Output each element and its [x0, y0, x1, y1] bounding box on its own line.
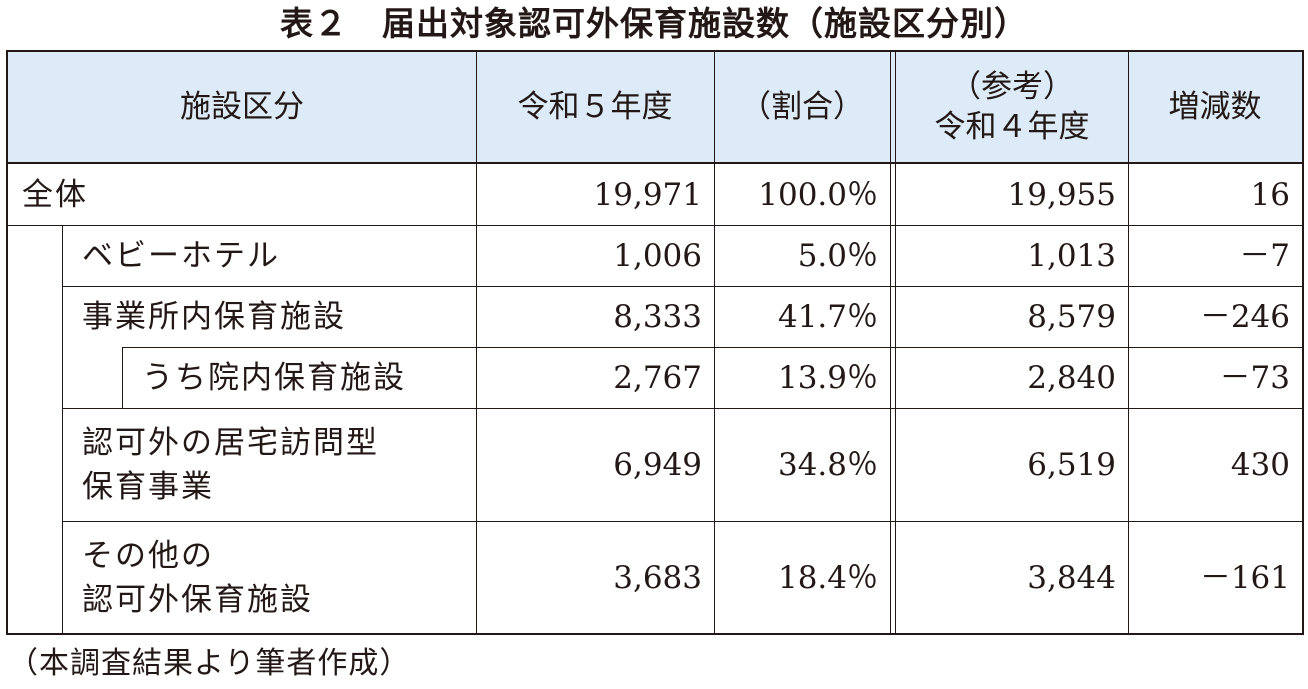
cell-ratio: 100.0％: [758, 176, 878, 213]
col-divider: [476, 52, 477, 633]
cell-r4: 2,840: [1027, 360, 1116, 396]
header-category: 施設区分: [180, 89, 304, 125]
row-divider: [62, 408, 1302, 409]
row-label-baby-hotel: ベビーホテル: [82, 238, 280, 274]
cell-r5: 19,971: [593, 176, 702, 213]
cell-r4: 3,844: [1027, 559, 1116, 596]
row-label-line: 保育事業: [82, 469, 214, 505]
indent-line-2: [122, 348, 123, 408]
col-double-divider: [890, 52, 896, 633]
row-label-line: その他の: [82, 537, 214, 574]
header-change: 増減数: [1168, 89, 1262, 125]
row-divider: [62, 286, 1302, 287]
cell-r5: 1,006: [613, 238, 702, 274]
cell-r5: 8,333: [613, 299, 702, 335]
cell-ratio: 41.7％: [777, 299, 878, 335]
cell-r5: 6,949: [613, 447, 702, 483]
source-note: （本調査結果より筆者作成）: [8, 646, 411, 681]
cell-r5: 2,767: [613, 360, 702, 396]
cell-ratio: 34.8％: [777, 447, 878, 483]
cell-r4: 6,519: [1027, 447, 1116, 483]
col-divider: [1128, 52, 1129, 633]
header-r4-line2: 令和４年度: [934, 109, 1090, 145]
row-label-hospital: うち院内保育施設: [142, 360, 406, 396]
row-divider: [8, 225, 1302, 226]
row-divider: [62, 521, 1302, 522]
header-r4-line1: （参考）: [950, 69, 1074, 105]
row-label-line: 認可外保育施設: [82, 581, 313, 618]
row-label-line: 認可外の居宅訪問型: [82, 425, 379, 461]
row-label-home-visit: 認可外の居宅訪問型 保育事業: [82, 409, 476, 521]
col-divider: [714, 52, 715, 633]
facility-table: 施設区分 令和５年度 （割合） （参考） 令和４年度 増減数 全体 19,971…: [6, 50, 1304, 635]
cell-r4: 1,013: [1027, 238, 1116, 274]
cell-change: －161: [1199, 559, 1290, 596]
header-ratio: （割合）: [740, 89, 864, 125]
cell-change: 430: [1230, 447, 1290, 483]
cell-change: －7: [1239, 238, 1290, 274]
cell-change: －73: [1219, 360, 1290, 396]
cell-r5: 3,683: [613, 559, 702, 596]
cell-ratio: 5.0％: [797, 238, 878, 274]
cell-change: 16: [1250, 176, 1290, 213]
header-r5: 令和５年度: [517, 89, 673, 125]
cell-ratio: 18.4％: [777, 559, 878, 596]
cell-r4: 8,579: [1027, 299, 1116, 335]
cell-r4: 19,955: [1007, 176, 1116, 213]
row-divider: [122, 347, 1302, 348]
table-header: 施設区分 令和５年度 （割合） （参考） 令和４年度 増減数: [8, 52, 1302, 164]
header-r4: （参考） 令和４年度: [896, 52, 1128, 162]
row-label-total: 全体: [22, 176, 88, 213]
cell-change: －246: [1199, 299, 1290, 335]
indent-line: [62, 226, 63, 633]
table-title: 表２ 届出対象認可外保育施設数（施設区分別）: [280, 4, 1028, 43]
row-label-workplace: 事業所内保育施設: [82, 299, 346, 335]
cell-ratio: 13.9％: [777, 360, 878, 396]
row-label-other: その他の 認可外保育施設: [82, 522, 476, 633]
